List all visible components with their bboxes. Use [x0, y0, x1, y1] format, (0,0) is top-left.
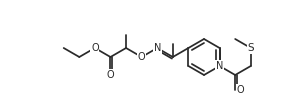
Text: N: N	[154, 43, 161, 53]
Text: O: O	[91, 43, 99, 53]
Text: O: O	[138, 52, 145, 62]
Text: N: N	[216, 61, 223, 71]
Text: S: S	[247, 43, 254, 53]
Text: O: O	[236, 85, 244, 95]
Text: O: O	[107, 70, 114, 80]
